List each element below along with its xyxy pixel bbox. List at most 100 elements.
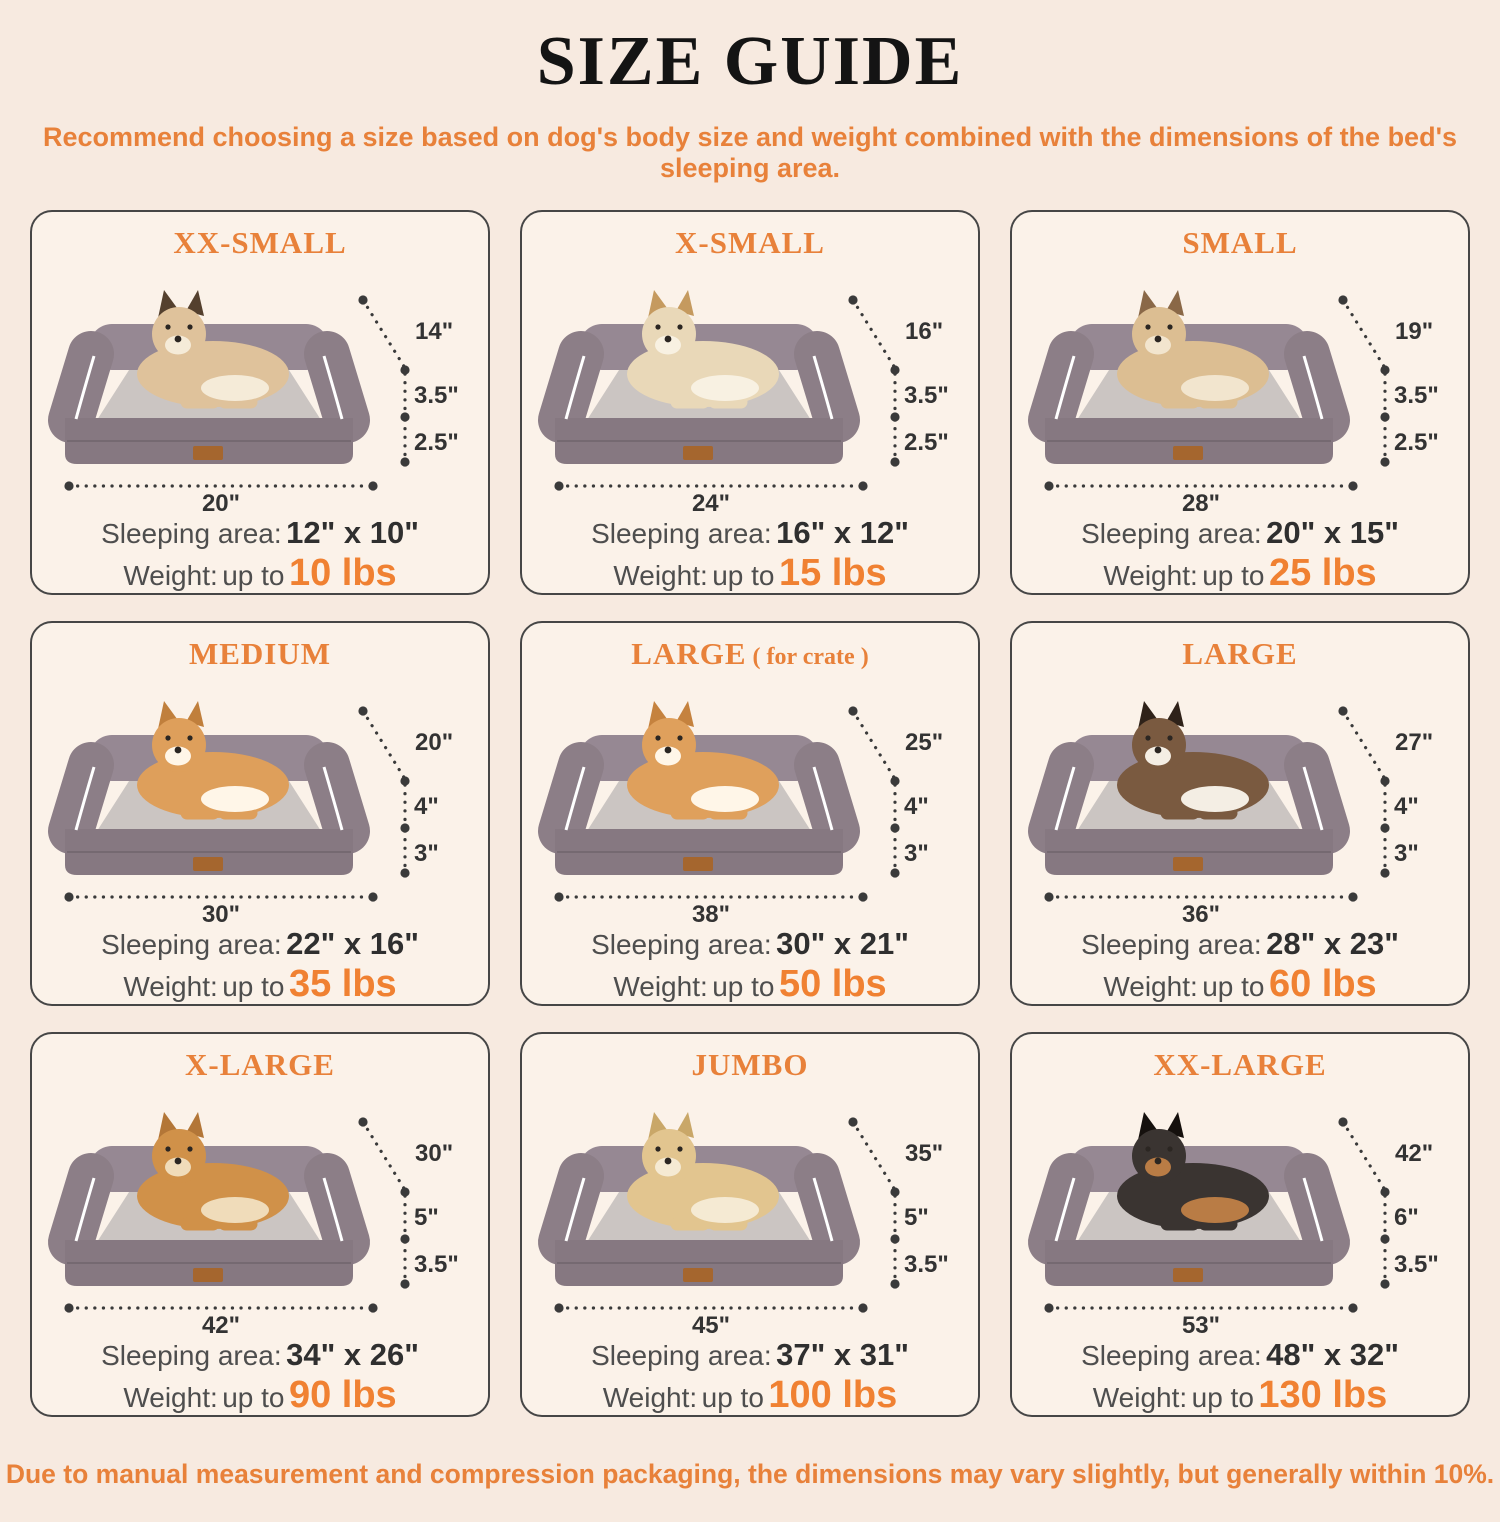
page-title: SIZE GUIDE — [536, 23, 964, 100]
length-dim-label: 42" — [1395, 1140, 1433, 1167]
length-dim-label: 19" — [1395, 318, 1433, 345]
left-arm-bolster — [1028, 1153, 1094, 1265]
right-piping — [1302, 766, 1324, 831]
weight-line: Weight: up to 10 lbs — [32, 551, 488, 597]
sleeping-area-line: Sleeping area: 20" x 15" — [1012, 514, 1468, 551]
size-card-title: XX-SMALL — [32, 224, 488, 262]
dimension-annotations: 27" 4" 3" 36" — [1044, 706, 1433, 925]
base-height-dim-label: 3.5" — [904, 1251, 949, 1278]
width-dim-label: 38" — [692, 901, 730, 925]
pet-ear — [676, 290, 694, 316]
weight-line: Weight: up to 130 lbs — [1012, 1373, 1468, 1419]
dim-dot — [848, 295, 858, 305]
left-arm-bolster — [48, 331, 114, 443]
sleeping-area-label: Sleeping area: — [1081, 929, 1262, 960]
weight-value: 130 lbs — [1258, 1374, 1388, 1417]
dimension-annotations: 30" 5" 3.5" 42" — [64, 1117, 459, 1336]
brand-tag — [683, 1268, 713, 1282]
dim-dot — [1380, 365, 1390, 375]
dim-dot — [400, 412, 410, 422]
right-piping — [812, 1177, 834, 1242]
right-piping — [322, 355, 344, 420]
dim-dot — [1380, 1279, 1390, 1289]
pet-eye — [677, 1146, 683, 1152]
dim-dot — [358, 295, 368, 305]
weight-value: 15 lbs — [778, 552, 887, 595]
length-dim-label: 27" — [1395, 729, 1433, 756]
base-height-dim-label: 3" — [1394, 840, 1419, 867]
pet-eye — [655, 324, 661, 330]
brand-tag — [1173, 857, 1203, 871]
length-dim-label: 25" — [905, 729, 943, 756]
sleeping-area-value: 12" x 10" — [286, 515, 419, 550]
pet-muzzle — [165, 1157, 191, 1177]
pet-nose — [664, 1157, 672, 1165]
dim-dot — [1380, 457, 1390, 467]
size-card: X-LARGE — [30, 1032, 490, 1417]
dim-dot — [1348, 481, 1358, 491]
dog-bed-illustration: 25" 4" 3" 38" — [538, 701, 943, 925]
size-label: X-LARGE — [185, 1047, 335, 1082]
right-arm-bolster — [794, 1153, 860, 1265]
pet-eye — [187, 324, 193, 330]
width-dim-label: 30" — [202, 901, 240, 925]
dim-dot — [358, 706, 368, 716]
weight-label: Weight: — [1092, 1382, 1188, 1414]
dim-dot — [890, 1187, 900, 1197]
card-info: Sleeping area: 48" x 32" Weight: up to 1… — [1012, 1336, 1468, 1419]
sleeping-area-line: Sleeping area: 37" x 31" — [522, 1336, 978, 1373]
weight-label: Weight: — [613, 560, 708, 592]
size-card-title: X-LARGE — [32, 1046, 488, 1084]
size-label: LARGE — [631, 636, 747, 671]
card-info: Sleeping area: 16" x 12" Weight: up to 1… — [522, 514, 978, 597]
dim-dot — [554, 481, 564, 491]
right-arm-bolster — [794, 742, 860, 854]
pet-ear — [676, 701, 694, 727]
size-suffix: ( for crate ) — [746, 644, 869, 670]
pet-nose — [664, 746, 672, 754]
card-info: Sleeping area: 37" x 31" Weight: up to 1… — [522, 1336, 978, 1419]
dim-dot — [890, 1234, 900, 1244]
size-card: LARGE ( for crate ) — [520, 621, 980, 1006]
sleeping-area-value: 16" x 12" — [776, 515, 909, 550]
weight-value: 90 lbs — [288, 1374, 397, 1417]
pet-nose — [174, 746, 182, 754]
weight-line: Weight: up to 90 lbs — [32, 1373, 488, 1419]
left-arm-bolster — [1028, 742, 1094, 854]
base-height-dim-label: 2.5" — [414, 429, 459, 456]
length-dim-label: 20" — [415, 729, 453, 756]
dim-dot — [400, 1187, 410, 1197]
right-arm-bolster — [304, 331, 370, 443]
right-piping — [1302, 355, 1324, 420]
pet-chest — [201, 375, 269, 401]
left-piping — [1054, 1177, 1076, 1242]
dimension-annotations: 20" 4" 3" 30" — [64, 706, 453, 925]
length-dim-line — [1341, 1120, 1387, 1192]
dim-dot — [400, 868, 410, 878]
dim-dot — [1348, 892, 1358, 902]
size-label: LARGE — [1182, 636, 1298, 671]
pet-nose — [1154, 335, 1162, 343]
dim-dot — [64, 892, 74, 902]
pet-eye — [1145, 324, 1151, 330]
size-card: SMALL — [1010, 210, 1470, 595]
dimension-annotations: 16" 3.5" 2.5" 24" — [554, 295, 949, 514]
brand-tag — [1173, 446, 1203, 460]
pet-eye — [165, 324, 171, 330]
footer-note: Due to manual measurement and compressio… — [5, 1459, 1495, 1489]
bolster-height-dim-label: 4" — [1394, 793, 1419, 820]
dim-dot — [400, 457, 410, 467]
dim-dot — [890, 776, 900, 786]
dim-dot — [1338, 706, 1348, 716]
brand-tag — [683, 446, 713, 460]
pet-muzzle — [1145, 1157, 1171, 1177]
left-arm-bolster — [48, 742, 114, 854]
bolster-height-dim-label: 5" — [904, 1204, 929, 1231]
weight-value: 35 lbs — [288, 963, 397, 1006]
dim-dot — [400, 1234, 410, 1244]
weight-line: Weight: up to 60 lbs — [1012, 962, 1468, 1008]
pet-eye — [677, 324, 683, 330]
right-arm-bolster — [304, 742, 370, 854]
sleeping-area-line: Sleeping area: 30" x 21" — [522, 925, 978, 962]
length-dim-line — [361, 709, 407, 781]
